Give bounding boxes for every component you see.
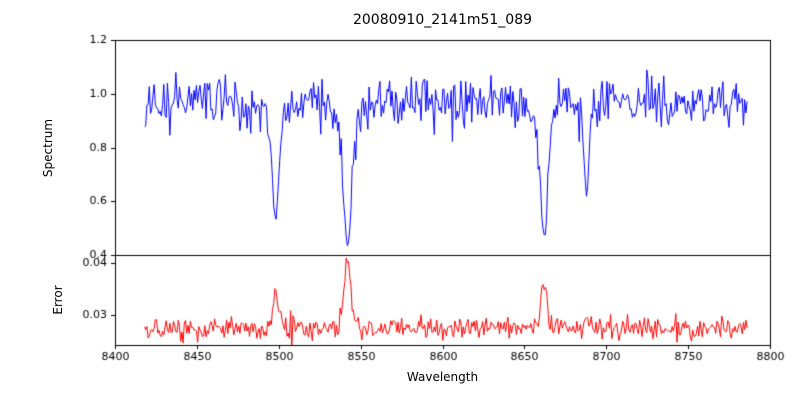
x-axis-label: Wavelength	[406, 370, 479, 384]
chart-title: 20080910_2141m51_089	[352, 12, 533, 28]
error-y-axis-label: Error	[51, 285, 65, 315]
spectrum-y-axis-label: Spectrum	[41, 118, 55, 178]
